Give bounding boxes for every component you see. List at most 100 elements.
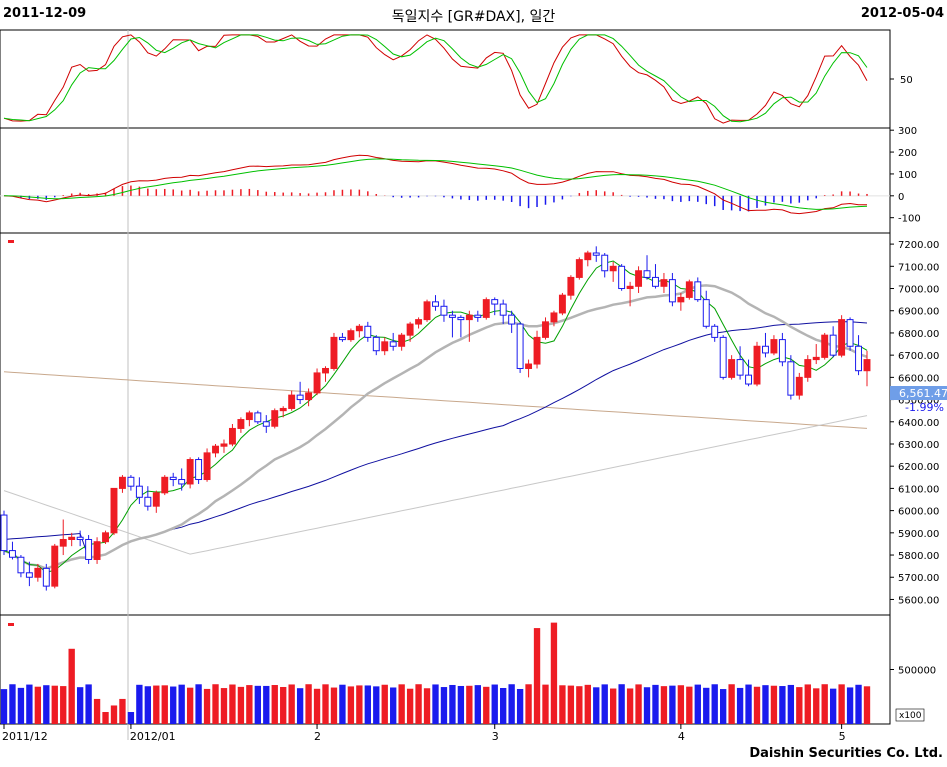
candle[interactable]	[93, 537, 101, 564]
candle[interactable]	[558, 292, 566, 316]
candle[interactable]	[372, 335, 380, 356]
candle[interactable]	[237, 417, 245, 433]
candle[interactable]	[415, 317, 423, 329]
candle[interactable]	[186, 457, 194, 489]
candle[interactable]	[829, 326, 837, 358]
candle[interactable]	[618, 264, 626, 291]
candle[interactable]	[347, 328, 355, 342]
macd-panel[interactable]	[0, 154, 890, 215]
candle[interactable]	[652, 264, 659, 289]
candle[interactable]	[525, 359, 533, 378]
candle[interactable]	[389, 332, 397, 351]
candle[interactable]	[423, 299, 431, 322]
candle[interactable]	[499, 299, 507, 325]
candle[interactable]	[736, 346, 744, 380]
candle[interactable]	[753, 341, 761, 387]
candle[interactable]	[110, 487, 118, 536]
candle[interactable]	[127, 475, 135, 491]
candle[interactable]	[161, 475, 169, 496]
candle[interactable]	[567, 275, 575, 300]
candle[interactable]	[178, 468, 186, 491]
candle[interactable]	[34, 563, 42, 582]
candle[interactable]	[228, 424, 236, 447]
candle[interactable]	[0, 510, 8, 556]
candle[interactable]	[719, 335, 727, 380]
candle[interactable]	[195, 457, 203, 484]
candle[interactable]	[169, 472, 177, 487]
candle[interactable]	[838, 315, 846, 358]
candle[interactable]	[550, 310, 558, 327]
candle[interactable]	[144, 486, 152, 511]
candle[interactable]	[846, 317, 854, 351]
candle[interactable]	[668, 272, 676, 307]
candle[interactable]	[482, 297, 490, 320]
candle[interactable]	[795, 372, 803, 400]
candle[interactable]	[745, 359, 753, 387]
candle[interactable]	[271, 408, 279, 429]
candle[interactable]	[812, 344, 820, 365]
candle[interactable]	[804, 355, 812, 382]
candle[interactable]	[685, 279, 693, 300]
candle[interactable]	[25, 561, 33, 587]
stochastic-panel[interactable]	[3, 34, 868, 124]
candle[interactable]	[762, 332, 769, 358]
candle[interactable]	[59, 519, 67, 556]
candle[interactable]	[787, 355, 795, 400]
candle[interactable]	[254, 410, 262, 424]
candle[interactable]	[118, 475, 126, 493]
candle[interactable]	[694, 277, 702, 302]
candle[interactable]	[660, 272, 668, 293]
candle[interactable]	[592, 246, 600, 262]
candle[interactable]	[457, 315, 465, 338]
candle[interactable]	[245, 410, 253, 427]
candle[interactable]	[770, 335, 778, 356]
candle[interactable]	[330, 332, 338, 371]
candle[interactable]	[364, 321, 372, 342]
candle[interactable]	[203, 448, 211, 482]
candle[interactable]	[508, 310, 516, 333]
candle[interactable]	[728, 355, 736, 380]
candle[interactable]	[398, 332, 406, 351]
candle[interactable]	[448, 310, 456, 338]
candle[interactable]	[313, 368, 321, 396]
candle[interactable]	[542, 317, 549, 340]
candle[interactable]	[135, 477, 143, 504]
volume-panel[interactable]	[0, 622, 871, 724]
candle[interactable]	[220, 439, 228, 453]
candle[interactable]	[575, 257, 583, 280]
candle[interactable]	[440, 299, 448, 322]
candle[interactable]	[322, 366, 329, 382]
candle[interactable]	[609, 261, 617, 282]
candle[interactable]	[635, 266, 643, 293]
candle[interactable]	[626, 281, 634, 307]
candle[interactable]	[85, 535, 93, 564]
candle[interactable]	[68, 532, 76, 547]
candle[interactable]	[8, 541, 16, 560]
candle[interactable]	[516, 321, 524, 373]
candle[interactable]	[338, 332, 346, 342]
candle[interactable]	[584, 250, 592, 267]
candle[interactable]	[533, 330, 541, 369]
candle[interactable]	[42, 563, 50, 591]
candle[interactable]	[643, 255, 651, 280]
candle[interactable]	[152, 490, 160, 513]
candle[interactable]	[296, 381, 304, 405]
candle[interactable]	[863, 350, 871, 387]
candle[interactable]	[406, 321, 414, 342]
candle[interactable]	[465, 310, 473, 342]
candle[interactable]	[102, 530, 109, 544]
candle[interactable]	[355, 324, 363, 338]
candle[interactable]	[76, 530, 84, 547]
candle[interactable]	[677, 292, 685, 311]
candle[interactable]	[432, 295, 439, 311]
candle[interactable]	[288, 390, 296, 411]
candle[interactable]	[821, 332, 829, 360]
candle[interactable]	[279, 406, 287, 418]
price-panel[interactable]	[0, 240, 871, 591]
candle[interactable]	[474, 310, 482, 322]
candle[interactable]	[305, 388, 313, 407]
candle[interactable]	[778, 332, 786, 367]
candle[interactable]	[711, 324, 719, 342]
candle[interactable]	[212, 443, 219, 458]
